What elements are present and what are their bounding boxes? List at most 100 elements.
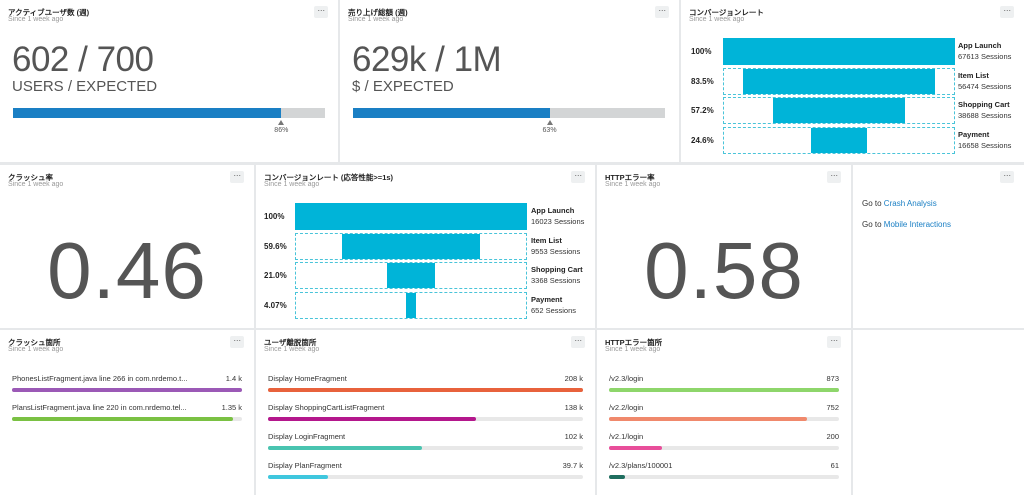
list-item[interactable]: PhonesListFragment.java line 266 in com.…: [12, 374, 242, 394]
progress-marker: 63%: [538, 120, 562, 134]
mobile-interactions-link[interactable]: Mobile Interactions: [883, 220, 951, 229]
progress-fill: [353, 108, 550, 118]
http-error-rate-tile: HTTPエラー率 Since 1 week ago ··· 0.58 %: [597, 165, 851, 328]
list-item[interactable]: /v2.3/plans/100001 61: [609, 461, 839, 481]
funnel-step-percent: 83.5%: [691, 76, 714, 86]
more-menu-icon[interactable]: ···: [1000, 6, 1014, 18]
funnel-step-box: [723, 38, 955, 65]
conversion-tile: コンバージョンレート Since 1 week ago ··· 100% App …: [681, 0, 1024, 162]
list-item-value: 208 k: [564, 374, 583, 383]
more-menu-icon[interactable]: ···: [314, 6, 328, 18]
metric-unit: $ / EXPECTED: [352, 78, 454, 95]
more-menu-icon[interactable]: ···: [827, 336, 841, 348]
tile-title: アクティブユーザ数 (週): [8, 8, 90, 17]
list-item-bar: [12, 388, 242, 392]
list-item-track: [609, 446, 839, 450]
funnel-step-count: 67613 Sessions: [958, 52, 1012, 61]
list-item[interactable]: /v2.2/login 752: [609, 403, 839, 423]
more-menu-icon[interactable]: ···: [230, 336, 244, 348]
list-item[interactable]: PlansListFragment.java line 220 in com.n…: [12, 403, 242, 423]
tile-title: コンバージョンレート (応答性能>=1s): [264, 173, 394, 182]
tile-title: クラッシュ箇所: [8, 338, 61, 347]
crash-analysis-link[interactable]: Crash Analysis: [883, 199, 937, 208]
list-item-bar: [268, 417, 476, 421]
list-item-label: /v2.3/login: [609, 374, 644, 383]
list-item-label: PlansListFragment.java line 220 in com.n…: [12, 403, 187, 412]
list-item-track: [609, 417, 839, 421]
funnel-step-label: Item List: [958, 70, 989, 80]
progress-bar: [353, 108, 665, 118]
more-menu-icon[interactable]: ···: [655, 6, 669, 18]
funnel-bar: [386, 263, 436, 288]
list-item-track: [609, 388, 839, 392]
funnel-step-count: 56474 Sessions: [958, 81, 1012, 91]
list-item-value: 61: [830, 461, 839, 470]
triangle-up-icon: [546, 120, 553, 125]
funnel-step-box: [723, 126, 955, 154]
list-item-track: [609, 475, 839, 479]
funnel-step: 24.6% Payment 16658 Sessions: [691, 126, 1021, 154]
list-item-bar: [609, 446, 662, 450]
funnel-step-box: [723, 67, 955, 95]
funnel-step-label: App Launch: [531, 206, 575, 215]
sales-tile: 売り上げ総額 (週) Since 1 week ago ··· 629k / 1…: [340, 0, 679, 162]
progress-marker: 86%: [269, 120, 293, 134]
more-menu-icon[interactable]: ···: [827, 171, 841, 183]
metric-value: 602 / 700: [12, 40, 154, 79]
list-item-value: 138 k: [564, 403, 583, 412]
list-item-value: 752: [826, 403, 839, 412]
list-item[interactable]: Display PlanFragment 39.7 k: [268, 461, 583, 481]
list-item-track: [268, 475, 583, 479]
funnel-step-label: App Launch: [958, 41, 1002, 50]
list-item[interactable]: Display HomeFragment 208 k: [268, 374, 583, 394]
list-item[interactable]: /v2.3/login 873: [609, 374, 839, 394]
list-item-bar: [609, 475, 626, 479]
list-item-track: [268, 417, 583, 421]
more-menu-icon[interactable]: ···: [230, 171, 244, 183]
list-item-value: 1.4 k: [225, 374, 242, 383]
link-row: Go to Mobile Interactions: [862, 220, 951, 229]
http-error-rate-value: 0.58 %: [644, 226, 804, 328]
links-tile: ··· Go to Crash Analysis Go to Mobile In…: [853, 165, 1024, 328]
list-item-bar: [609, 388, 839, 392]
funnel-step-box: [723, 97, 955, 124]
list-item[interactable]: Display ShoppingCartListFragment 138 k: [268, 403, 583, 423]
list-item-label: /v2.1/login: [609, 432, 644, 441]
funnel-bar: [723, 38, 955, 65]
empty-tile: [853, 330, 1024, 495]
list-item-track: [268, 388, 583, 392]
tile-since: Since 1 week ago: [605, 181, 661, 188]
funnel-step: 21.0% Shopping Cart 3368 Sessions: [264, 262, 592, 289]
funnel-step: 100% App Launch 67613 Sessions: [691, 38, 1021, 65]
tile-title: クラッシュ率: [8, 173, 53, 182]
progress-bar: [13, 108, 325, 118]
list-item-value: 200: [826, 432, 839, 441]
active-users-tile: アクティブユーザ数 (週) Since 1 week ago ··· 602 /…: [0, 0, 338, 162]
triangle-up-icon: [278, 120, 285, 125]
funnel-bar: [295, 203, 527, 230]
list-item[interactable]: /v2.1/login 200: [609, 432, 839, 452]
list-item-bar: [268, 388, 583, 392]
list-item[interactable]: Display LoginFragment 102 k: [268, 432, 583, 452]
conversion-perf-tile: コンバージョンレート (応答性能>=1s) Since 1 week ago ·…: [256, 165, 595, 328]
list-item-value: 39.7 k: [562, 461, 583, 470]
funnel-step-box: [295, 262, 527, 289]
funnel-step: 59.6% Item List 9553 Sessions: [264, 232, 592, 260]
progress-label: 86%: [274, 127, 289, 134]
funnel-bar: [342, 233, 480, 259]
link-row: Go to Crash Analysis: [862, 199, 937, 208]
funnel-step-count: 652 Sessions: [531, 305, 577, 315]
list-item-bar: [268, 475, 328, 479]
list-item-value: 873: [826, 374, 839, 383]
more-menu-icon[interactable]: ···: [571, 171, 585, 183]
more-menu-icon[interactable]: ···: [571, 336, 585, 348]
funnel-step-percent: 100%: [691, 47, 712, 56]
tile-title: ユーザ離脱箇所: [264, 338, 317, 347]
crash-rate-tile: クラッシュ率 Since 1 week ago ··· 0.46 %: [0, 165, 254, 328]
metric-unit: USERS / EXPECTED: [12, 78, 158, 95]
tile-since: Since 1 week ago: [8, 346, 64, 353]
more-menu-icon[interactable]: ···: [1000, 171, 1014, 183]
funnel-step-percent: 100%: [264, 212, 285, 221]
list-item-label: /v2.3/plans/100001: [609, 461, 673, 470]
funnel-step-count: 38688 Sessions: [958, 111, 1012, 120]
